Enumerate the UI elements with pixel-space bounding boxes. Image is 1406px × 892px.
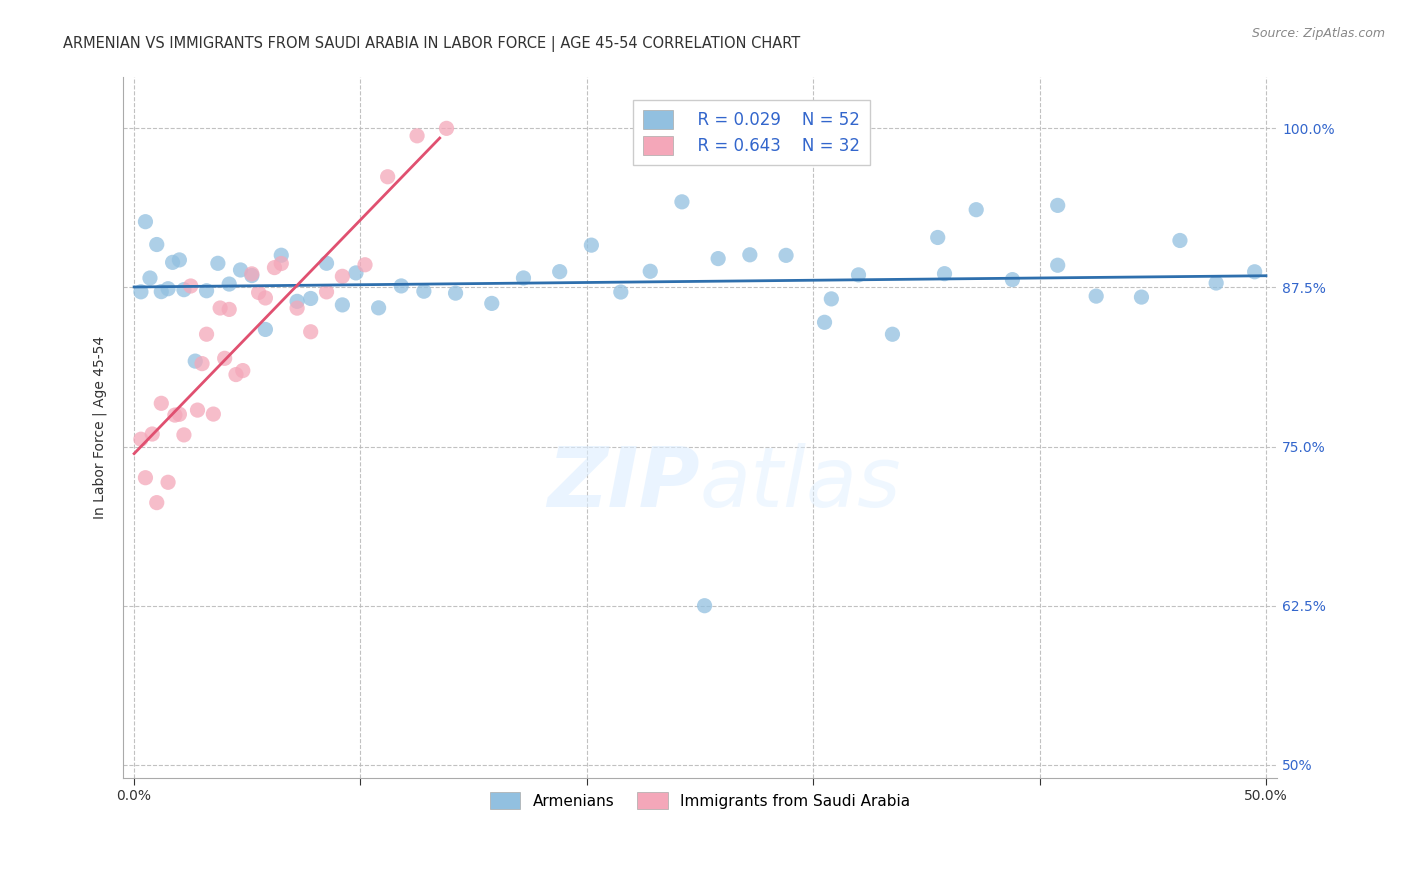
Legend: Armenians, Immigrants from Saudi Arabia: Armenians, Immigrants from Saudi Arabia [484,786,917,815]
Point [150,396,173,410]
Point [141,427,163,442]
Text: Source: ZipAtlas.com: Source: ZipAtlas.com [1251,27,1385,40]
Point [813,315,835,329]
Point [848,268,870,282]
Point [775,248,797,262]
Point [214,351,236,366]
Point [218,302,240,317]
Point [191,357,214,371]
Point [254,291,277,305]
Point [195,327,218,342]
Point [1168,234,1191,248]
Point [738,248,761,262]
Point [129,432,152,446]
Point [195,284,218,298]
Point [285,294,308,309]
Point [1205,276,1227,290]
Point [927,230,949,244]
Point [315,285,337,299]
Point [299,292,322,306]
Point [354,258,377,272]
Point [263,260,285,275]
Point [247,285,270,300]
Point [157,282,180,296]
Point [412,284,434,298]
Point [163,408,186,422]
Point [285,301,308,315]
Point [1130,290,1153,304]
Point [270,256,292,270]
Point [1046,198,1069,212]
Point [162,255,184,269]
Point [377,169,399,184]
Point [202,407,225,421]
Point [581,238,603,252]
Point [209,301,232,315]
Point [1046,258,1069,272]
Point [169,407,191,421]
Point [610,285,633,299]
Text: atlas: atlas [700,443,901,524]
Point [150,285,173,299]
Point [145,495,167,509]
Point [184,354,207,368]
Point [180,279,202,293]
Point [1243,265,1265,279]
Point [444,286,467,301]
Point [218,277,240,291]
Point [389,279,412,293]
Point [693,599,716,613]
Point [173,283,195,297]
Point [207,256,229,270]
Point [638,264,661,278]
Point [169,252,191,267]
Point [139,271,162,285]
Point [548,265,571,279]
Point [232,363,254,377]
Point [436,121,458,136]
Point [315,256,337,270]
Point [1085,289,1108,303]
Point [240,267,263,281]
Point [134,471,156,485]
Point [1001,272,1024,286]
Point [240,268,263,283]
Point [145,237,167,252]
Point [332,269,354,284]
Point [157,475,180,490]
Point [965,202,987,217]
Point [344,266,367,280]
Point [225,368,247,382]
Point [882,327,904,342]
Point [229,263,252,277]
Point [270,248,292,262]
Point [332,298,354,312]
Point [512,271,534,285]
Y-axis label: In Labor Force | Age 45-54: In Labor Force | Age 45-54 [93,336,107,519]
Point [173,428,195,442]
Point [406,128,429,143]
Point [186,403,208,417]
Point [481,296,503,310]
Point [707,252,730,266]
Point [367,301,389,315]
Point [129,285,152,299]
Point [299,325,322,339]
Point [934,267,956,281]
Text: ZIP: ZIP [547,443,700,524]
Point [820,292,842,306]
Text: ARMENIAN VS IMMIGRANTS FROM SAUDI ARABIA IN LABOR FORCE | AGE 45-54 CORRELATION : ARMENIAN VS IMMIGRANTS FROM SAUDI ARABIA… [63,36,800,52]
Point [671,194,693,209]
Point [254,322,277,336]
Point [134,215,156,229]
